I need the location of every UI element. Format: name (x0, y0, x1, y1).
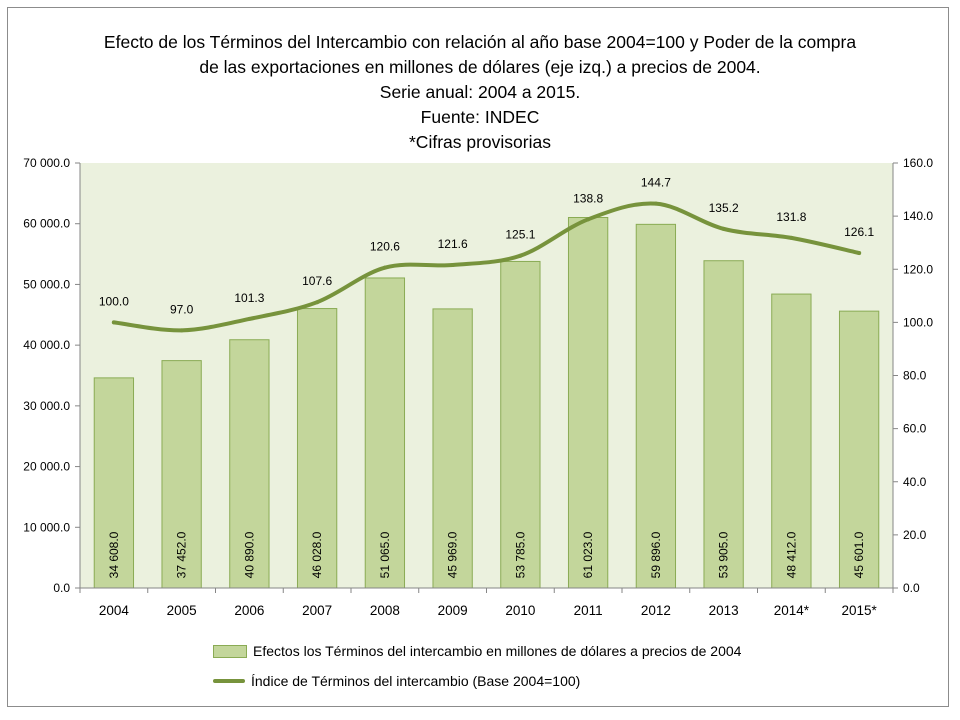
bar-value-label: 61 023.0 (581, 531, 595, 578)
x-tick-label: 2005 (167, 603, 197, 618)
x-tick-label: 2013 (709, 603, 739, 618)
index-value-label: 107.6 (302, 274, 332, 288)
index-value-label: 135.2 (709, 201, 739, 215)
bar-value-label: 48 412.0 (784, 531, 798, 578)
index-point (586, 217, 591, 222)
bar (703, 260, 744, 589)
index-value-label: 138.8 (573, 191, 603, 205)
y-left-tick-label: 10 000.0 (23, 520, 70, 534)
legend-line-label: Índice de Términos del intercambio (Base… (251, 673, 581, 689)
legend-line-swatch (213, 679, 245, 683)
y-left-tick-label: 60 000.0 (23, 217, 70, 231)
index-value-label: 144.7 (641, 176, 671, 190)
y-right-tick-label: 0.0 (903, 581, 920, 595)
bar-value-label: 45 969.0 (446, 531, 460, 578)
bar-value-label: 40 890.0 (242, 531, 256, 578)
bar-value-label: 59 896.0 (649, 531, 663, 578)
chart-title: Efecto de los Términos del Intercambio c… (0, 30, 960, 155)
legend-item-bars: Efectos los Términos del intercambio en … (213, 636, 741, 666)
index-value-label: 121.6 (438, 237, 468, 251)
index-point (518, 253, 523, 258)
x-tick-label: 2006 (234, 603, 264, 618)
index-value-label: 126.1 (844, 225, 874, 239)
y-right-tick-label: 100.0 (903, 315, 933, 329)
bar-value-label: 46 028.0 (310, 531, 324, 578)
index-value-label: 120.6 (370, 240, 400, 254)
plot-area (80, 163, 893, 588)
index-point (247, 316, 252, 321)
x-tick-label: 2014* (774, 603, 810, 618)
title-line-4: Fuente: INDEC (420, 107, 540, 127)
bar (838, 310, 880, 589)
y-left-tick-label: 40 000.0 (23, 338, 70, 352)
title-line-1: Efecto de los Términos del Intercambio c… (103, 32, 857, 52)
bar-value-label: 37 452.0 (175, 531, 189, 578)
bar (364, 277, 406, 589)
index-point (111, 320, 116, 325)
legend-bar-label: Efectos los Términos del intercambio en … (253, 643, 742, 659)
index-value-label: 131.8 (776, 210, 806, 224)
bar (161, 360, 202, 589)
bar (229, 339, 270, 589)
index-value-label: 97.0 (170, 302, 194, 316)
x-tick-label: 2012 (641, 603, 671, 618)
index-point (315, 300, 320, 305)
y-right-tick-label: 80.0 (903, 369, 927, 383)
bar-value-label: 45 601.0 (852, 531, 866, 578)
y-right-tick-label: 140.0 (903, 209, 933, 223)
x-tick-label: 2011 (574, 603, 603, 618)
bar-value-label: 34 608.0 (107, 531, 121, 578)
y-right-tick-label: 20.0 (903, 528, 927, 542)
index-point (450, 263, 455, 267)
bar (567, 217, 609, 589)
y-right-tick-label: 60.0 (903, 422, 927, 436)
y-left-tick-label: 30 000.0 (23, 399, 70, 413)
x-tick-label: 2009 (438, 603, 468, 618)
x-tick-label: 2010 (505, 603, 535, 618)
x-tick-label: 2007 (302, 603, 332, 618)
index-value-label: 125.1 (505, 228, 535, 242)
y-left-tick-label: 50 000.0 (23, 277, 70, 291)
index-point (653, 201, 658, 206)
x-tick-label: 2015* (841, 603, 877, 618)
bar-value-label: 53 785.0 (513, 531, 527, 578)
index-value-label: 101.3 (234, 291, 264, 305)
bar (296, 308, 338, 589)
index-point (179, 328, 184, 333)
index-point (382, 265, 387, 270)
legend-item-line: Índice de Términos del intercambio (Base… (213, 666, 741, 696)
title-line-2: de las exportaciones en millones de dóla… (199, 57, 761, 77)
bar-value-label: 51 065.0 (378, 531, 392, 578)
y-left-tick-label: 0.0 (53, 581, 70, 595)
index-line (111, 201, 862, 333)
y-right-tick-label: 160.0 (903, 156, 933, 170)
index-point (857, 251, 862, 256)
x-tick-label: 2008 (370, 603, 400, 618)
chart-frame (7, 7, 949, 707)
legend-bar-swatch (213, 644, 247, 658)
y-right-tick-label: 120.0 (903, 262, 933, 276)
title-line-3: Serie anual: 2004 a 2015. (379, 82, 581, 102)
legend: Efectos los Términos del intercambio en … (213, 636, 741, 696)
index-point (789, 235, 794, 240)
bar (635, 223, 677, 589)
bar (771, 293, 812, 589)
y-right-tick-label: 40.0 (903, 475, 927, 489)
title-line-5: *Cifras provisorias (409, 132, 551, 152)
index-value-label: 100.0 (99, 294, 129, 308)
y-left-tick-label: 20 000.0 (23, 460, 70, 474)
bar (432, 308, 473, 589)
x-tick-label: 2004 (99, 603, 130, 618)
bar-value-label: 53 905.0 (717, 531, 731, 578)
bar (500, 260, 541, 589)
index-point (721, 226, 726, 231)
y-left-tick-label: 70 000.0 (23, 156, 70, 170)
